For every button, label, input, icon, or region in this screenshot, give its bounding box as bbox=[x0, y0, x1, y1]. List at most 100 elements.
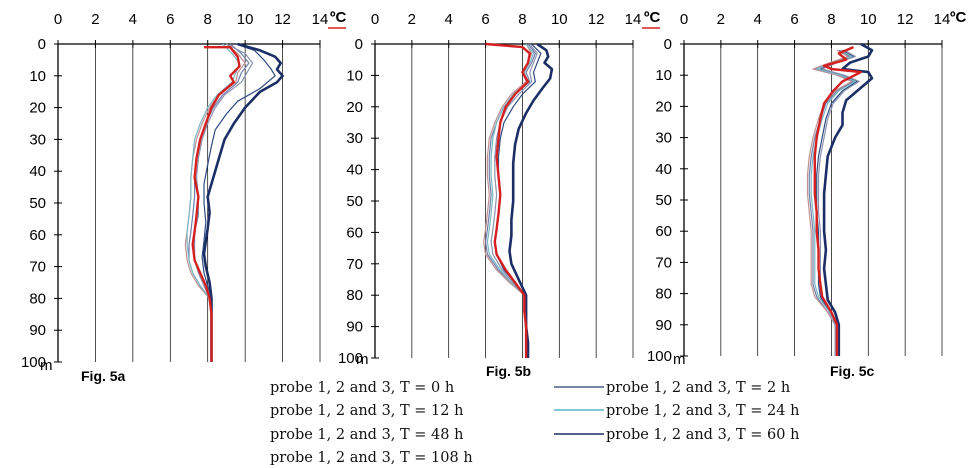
panel-b-ytick-label: 60 bbox=[346, 224, 363, 241]
panel-c-ytick-label: 0 bbox=[664, 36, 672, 53]
panel-c-xticks: 0 2 4 6 8 10 12 14 bbox=[680, 11, 951, 28]
panel-c-ytick-label: 20 bbox=[655, 98, 672, 115]
legend-label-6: probe 1, 2 and 3, T = 108 h bbox=[270, 450, 473, 466]
panel-a-ytick-label: 20 bbox=[29, 100, 46, 117]
panel-c-series bbox=[806, 42, 874, 356]
legend-label-1: probe 1, 2 and 3, T = 2 h bbox=[606, 380, 790, 396]
panel-b-ytick-label: 20 bbox=[346, 99, 363, 116]
panel-a-xtick-label: 10 bbox=[237, 11, 254, 28]
panel-b-ytick-label: 30 bbox=[346, 130, 363, 147]
panel-b-xtick-label: 8 bbox=[518, 11, 526, 28]
legend-label-5: probe 1, 2 and 3, T = 60 h bbox=[606, 427, 799, 443]
panel-c-caption: Fig. 5c bbox=[830, 363, 875, 379]
panel-b-series-line-6 bbox=[485, 42, 531, 358]
panel-b-xtick-label: 2 bbox=[408, 11, 416, 28]
panel-a-y-unit: m bbox=[40, 357, 53, 374]
panel-c-ytick-label: 90 bbox=[655, 317, 672, 334]
panel-b-series bbox=[483, 42, 554, 358]
panel-b-ytick-label: 90 bbox=[346, 319, 363, 336]
panel-c-ytick-label: 40 bbox=[655, 161, 672, 178]
panel-b-xticks: 0 2 4 6 8 10 12 14 bbox=[371, 11, 642, 28]
panel-c-ytick-label: 60 bbox=[655, 223, 672, 240]
panel-a-series-line-3 bbox=[186, 43, 241, 362]
panel-b-grid bbox=[371, 40, 634, 359]
panel-c-xtick-label: 6 bbox=[790, 11, 798, 28]
panel-c-series-line-6 bbox=[813, 45, 863, 356]
panel-a-series-line-5 bbox=[202, 42, 284, 362]
panel-a-ytick-label: 80 bbox=[29, 290, 46, 307]
panel-a-x-unit: ºC bbox=[330, 9, 346, 26]
panel-a-ytick-label: 90 bbox=[29, 322, 46, 339]
panel-c-series-line-3 bbox=[810, 49, 856, 356]
panel-b-ytick-label: 40 bbox=[346, 162, 363, 179]
panel-b-yticks: 0 10 20 30 40 50 60 70 80 90 100 bbox=[338, 36, 363, 367]
panel-c-xtick-label: 12 bbox=[897, 11, 914, 28]
panel-c-ytick-label: 10 bbox=[655, 67, 672, 84]
panel-c-yticks: 0 10 20 30 40 50 60 70 80 90 100 bbox=[647, 36, 672, 365]
panel-c-xtick-label: 14 bbox=[934, 11, 951, 28]
panel-a-ytick-label: 0 bbox=[38, 36, 46, 53]
panel-c-series-line-2 bbox=[806, 49, 853, 356]
panel-c-xtick-label: 0 bbox=[680, 11, 688, 28]
panel-a-xtick-label: 8 bbox=[204, 11, 212, 28]
panel-a-series-line-0 bbox=[201, 43, 276, 362]
panel-c-xtick-label: 2 bbox=[717, 11, 725, 28]
panel-b-y-unit: m bbox=[356, 351, 369, 368]
legend-label-3: probe 1, 2 and 3, T = 24 h bbox=[606, 403, 799, 419]
panel-a-xticks: 0 2 4 6 8 10 12 14 bbox=[54, 11, 329, 28]
panel-c-ytick-label: 70 bbox=[655, 254, 672, 271]
legend-label-2: probe 1, 2 and 3, T = 12 h bbox=[270, 403, 463, 419]
panel-c-grid bbox=[680, 40, 943, 357]
panel-a-xtick-label: 0 bbox=[54, 11, 62, 28]
panel-a-grid bbox=[54, 40, 321, 363]
panel-b-series-line-1 bbox=[485, 43, 536, 358]
panel-b-ytick-label: 100 bbox=[338, 350, 363, 367]
panel-c-ytick-label: 30 bbox=[655, 130, 672, 147]
panel-a-ytick-label: 70 bbox=[29, 259, 46, 276]
panel-b-ytick-label: 10 bbox=[346, 67, 363, 84]
panel-a-series bbox=[184, 42, 284, 362]
panel-a-xtick-label: 6 bbox=[166, 11, 174, 28]
legend-label-0: probe 1, 2 and 3, T = 0 h bbox=[270, 380, 454, 396]
panel-b-x-unit: ºC bbox=[644, 9, 660, 26]
panel-b-xtick-label: 6 bbox=[481, 11, 489, 28]
panel-a-xtick-label: 2 bbox=[91, 11, 99, 28]
panel-b-ytick-label: 50 bbox=[346, 193, 363, 210]
panel-b-xtick-label: 14 bbox=[625, 11, 642, 28]
panel-b-series-line-5 bbox=[508, 42, 554, 358]
legend-label-4: probe 1, 2 and 3, T = 48 h bbox=[270, 427, 463, 443]
panel-c-y-unit: m bbox=[673, 351, 686, 368]
panel-a-ytick-label: 50 bbox=[29, 195, 46, 212]
panel-a-ytick-label: 100 bbox=[21, 354, 46, 371]
panel-a-xtick-label: 14 bbox=[312, 11, 329, 28]
panel-b-xtick-label: 12 bbox=[588, 11, 605, 28]
panel-c-xtick-label: 4 bbox=[754, 11, 762, 28]
panel-c-ytick-label: 50 bbox=[655, 192, 672, 209]
panel-a-xtick-label: 12 bbox=[274, 11, 291, 28]
panel-b-xtick-label: 0 bbox=[371, 11, 379, 28]
panel-a-caption: Fig. 5a bbox=[81, 368, 126, 384]
panel-b-xtick-label: 10 bbox=[551, 11, 568, 28]
panel-a-ytick-label: 40 bbox=[29, 163, 46, 180]
panel-b-ytick-label: 0 bbox=[355, 36, 363, 53]
panel-b-ytick-label: 80 bbox=[346, 287, 363, 304]
legend: probe 1, 2 and 3, T = 0 h probe 1, 2 and … bbox=[270, 380, 799, 466]
panel-a-series-line-6 bbox=[191, 46, 241, 362]
panel-c-ytick-label: 80 bbox=[655, 286, 672, 303]
panel-a-ytick-label: 60 bbox=[29, 227, 46, 244]
panel-a-ytick-label: 10 bbox=[29, 68, 46, 85]
panel-a-ytick-label: 30 bbox=[29, 131, 46, 148]
panel-b-caption: Fig. 5b bbox=[486, 363, 531, 379]
panel-c-xtick-label: 8 bbox=[827, 11, 835, 28]
panel-b-xtick-label: 4 bbox=[445, 11, 453, 28]
panel-a-xtick-label: 4 bbox=[129, 11, 137, 28]
panel-b-ytick-label: 70 bbox=[346, 256, 363, 273]
panel-c-x-unit: ºC bbox=[950, 9, 966, 26]
panel-a-yticks: 0 10 20 30 40 50 60 70 80 90 100 bbox=[21, 36, 46, 371]
panel-c-xtick-label: 10 bbox=[860, 11, 877, 28]
panel-c-ytick-label: 100 bbox=[647, 348, 672, 365]
